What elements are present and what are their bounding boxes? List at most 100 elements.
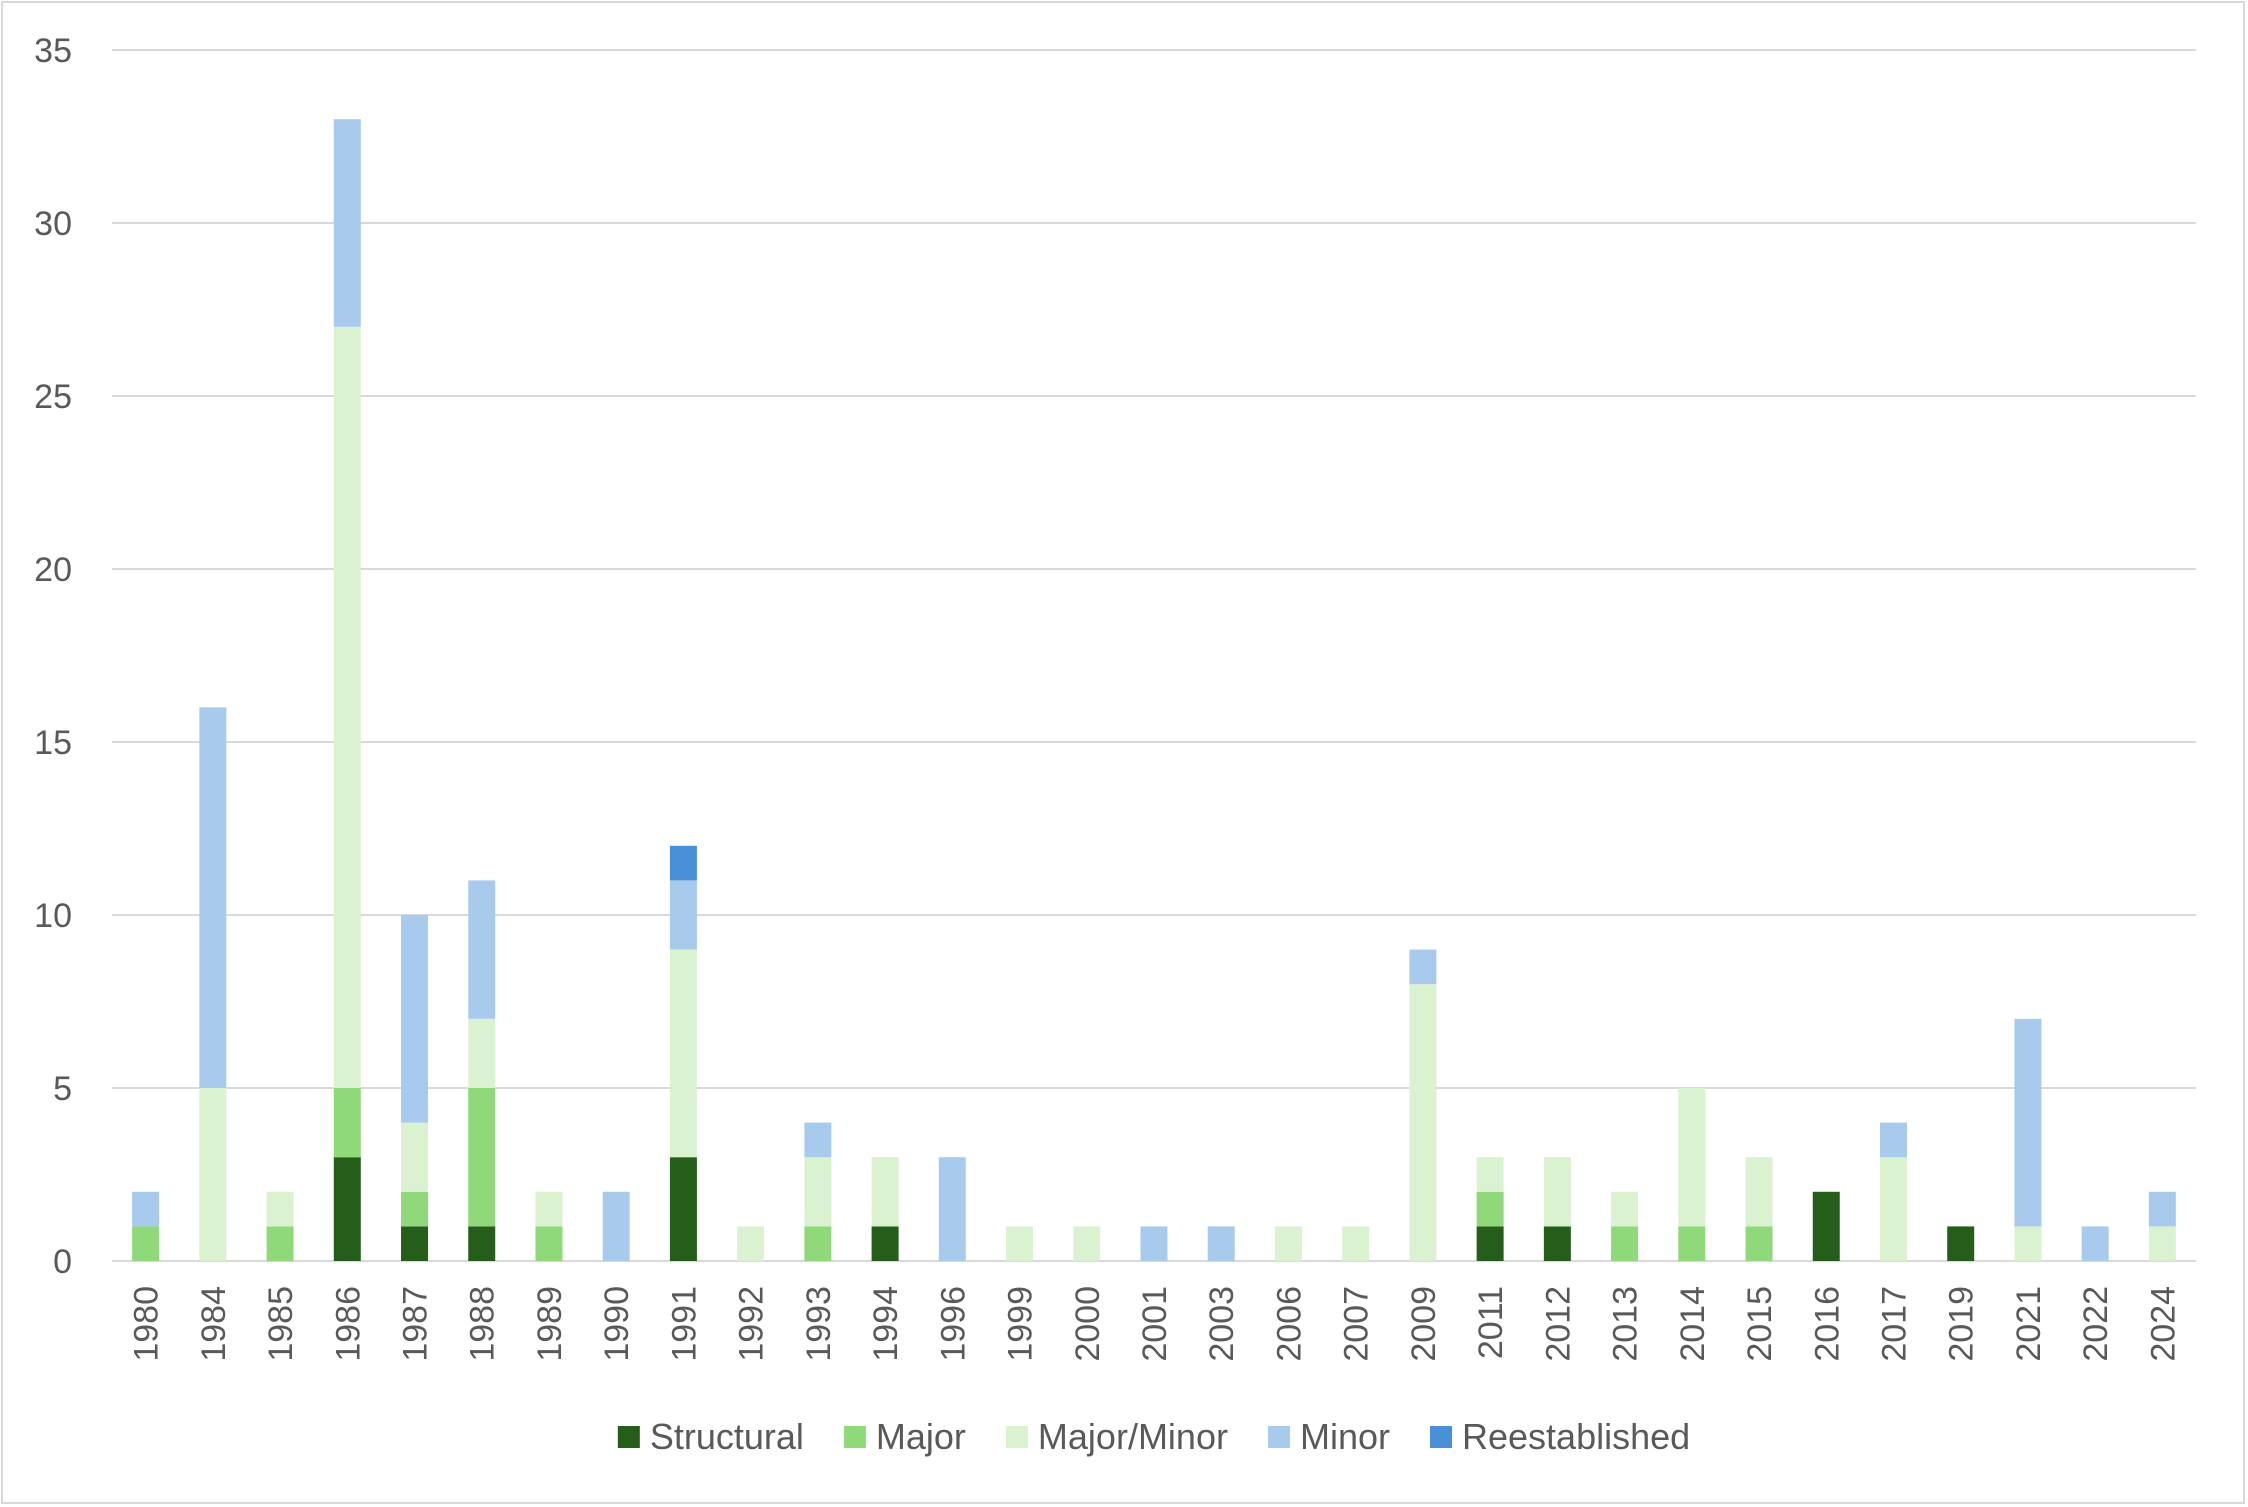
x-tick-label: 2015 — [1741, 1286, 1779, 1362]
bar-1984-major-minor — [199, 1088, 227, 1261]
bar-2014-major — [1678, 1226, 1706, 1261]
bar-1988-minor — [468, 880, 496, 1019]
bar-1987-minor — [401, 915, 429, 1123]
bar-2017-minor — [1879, 1122, 1907, 1158]
x-tick-label: 1980 — [128, 1286, 166, 1362]
bar-2013-major — [1611, 1226, 1639, 1261]
x-tick-label: 2016 — [1808, 1286, 1846, 1362]
x-tick-label: 2011 — [1472, 1286, 1510, 1359]
x-tick-label: 1987 — [397, 1286, 435, 1362]
x-tick-label: 1996 — [934, 1286, 972, 1362]
y-tick-label: 35 — [34, 32, 72, 70]
bar-1989-major — [535, 1226, 563, 1261]
x-tick-label: 1986 — [329, 1286, 367, 1362]
x-tick-label: 1994 — [867, 1286, 905, 1362]
x-tick-label: 2021 — [2010, 1286, 2048, 1362]
bar-1999-major-minor — [1006, 1226, 1034, 1261]
legend-swatch-major — [843, 1426, 866, 1448]
bars — [132, 119, 2176, 1261]
bar-1994-major-minor — [871, 1157, 899, 1227]
bar-1992-major-minor — [737, 1226, 765, 1261]
bar-2024-major-minor — [2148, 1226, 2176, 1261]
y-tick-label: 15 — [34, 724, 72, 762]
legend-label: Major — [876, 1416, 966, 1457]
legend-label: Major/Minor — [1038, 1416, 1228, 1457]
bar-2013-major-minor — [1611, 1191, 1639, 1227]
bar-1986-major — [333, 1088, 361, 1158]
x-tick-label: 1993 — [800, 1286, 838, 1362]
bar-1986-structural — [333, 1157, 361, 1261]
x-tick-label: 2013 — [1607, 1286, 1645, 1362]
bar-2009-major-minor — [1409, 984, 1437, 1261]
bar-2011-major — [1476, 1191, 1504, 1227]
bar-2015-major — [1745, 1226, 1773, 1261]
legend-swatch-major-minor — [1005, 1426, 1028, 1448]
bar-1988-structural — [468, 1226, 496, 1261]
x-tick-label: 2003 — [1203, 1286, 1241, 1362]
y-axis-ticks: 0 5 10 15 20 25 30 35 — [34, 32, 72, 1281]
x-tick-label: 2009 — [1405, 1286, 1443, 1362]
x-tick-label: 1985 — [262, 1286, 300, 1362]
bar-2016-structural — [1812, 1191, 1840, 1261]
bar-1991-minor — [669, 880, 697, 950]
bar-1991-structural — [669, 1157, 697, 1261]
bar-1987-major — [401, 1191, 429, 1227]
legend: Structural Major Major/Minor Minor Reestabli… — [617, 1416, 1690, 1457]
x-tick-label: 2022 — [2077, 1286, 2115, 1362]
bar-1993-major-minor — [804, 1157, 832, 1227]
y-tick-label: 30 — [34, 205, 72, 243]
bar-1991-reestablished — [669, 845, 697, 881]
legend-swatch-minor — [1267, 1426, 1290, 1448]
bar-1980-minor — [132, 1191, 160, 1227]
bar-2017-major-minor — [1879, 1157, 1907, 1261]
bar-2001-minor — [1140, 1226, 1168, 1261]
bar-1988-major — [468, 1088, 496, 1227]
bar-2024-minor — [2148, 1191, 2176, 1227]
bar-2000-major-minor — [1073, 1226, 1101, 1261]
y-tick-label: 5 — [53, 1070, 72, 1108]
x-tick-label: 1984 — [195, 1286, 233, 1362]
bar-1987-major-minor — [401, 1122, 429, 1192]
y-tick-label: 10 — [34, 897, 72, 935]
bar-2019-structural — [1947, 1226, 1975, 1261]
gridlines — [112, 49, 2196, 1262]
x-tick-label: 1999 — [1002, 1286, 1040, 1362]
bar-2006-major-minor — [1274, 1226, 1302, 1261]
legend-label: Reestablished — [1462, 1416, 1690, 1457]
bar-1988-major-minor — [468, 1018, 496, 1088]
bar-1990-minor — [602, 1191, 630, 1261]
bar-1993-major — [804, 1226, 832, 1261]
x-tick-label: 1992 — [733, 1286, 771, 1362]
bar-2015-major-minor — [1745, 1157, 1773, 1227]
x-tick-label: 2000 — [1069, 1286, 1107, 1362]
bar-2011-major-minor — [1476, 1157, 1504, 1192]
bar-2022-minor — [2081, 1226, 2109, 1261]
bar-1991-major-minor — [669, 949, 697, 1158]
x-tick-label: 2024 — [2144, 1286, 2182, 1362]
bar-2011-structural — [1476, 1226, 1504, 1261]
bar-1986-minor — [333, 119, 361, 327]
bar-2021-minor — [2014, 1018, 2042, 1227]
x-tick-label: 1990 — [598, 1286, 636, 1362]
x-tick-label: 2001 — [1136, 1286, 1174, 1362]
y-tick-label: 20 — [34, 551, 72, 589]
bar-1993-minor — [804, 1122, 832, 1158]
bar-1985-major — [266, 1226, 294, 1261]
bar-1996-minor — [938, 1157, 966, 1261]
bar-2012-major-minor — [1543, 1157, 1571, 1227]
legend-swatch-reestablished — [1430, 1426, 1453, 1448]
x-axis-ticks: 1980 1984 1985 1986 1987 1988 1989 1990 1991 1992… — [128, 1286, 2183, 1362]
x-tick-label: 1988 — [464, 1286, 502, 1362]
bar-1994-structural — [871, 1226, 899, 1261]
bar-1984-minor — [199, 707, 227, 1088]
bar-1986-major-minor — [333, 326, 361, 1088]
legend-label: Structural — [650, 1416, 804, 1457]
bar-1980-major — [132, 1226, 160, 1261]
x-tick-label: 2007 — [1338, 1286, 1376, 1362]
x-tick-label: 2006 — [1270, 1286, 1308, 1362]
legend-swatch-structural — [617, 1426, 640, 1448]
bar-2014-major-minor — [1678, 1088, 1706, 1227]
x-tick-label: 2019 — [1943, 1286, 1981, 1362]
